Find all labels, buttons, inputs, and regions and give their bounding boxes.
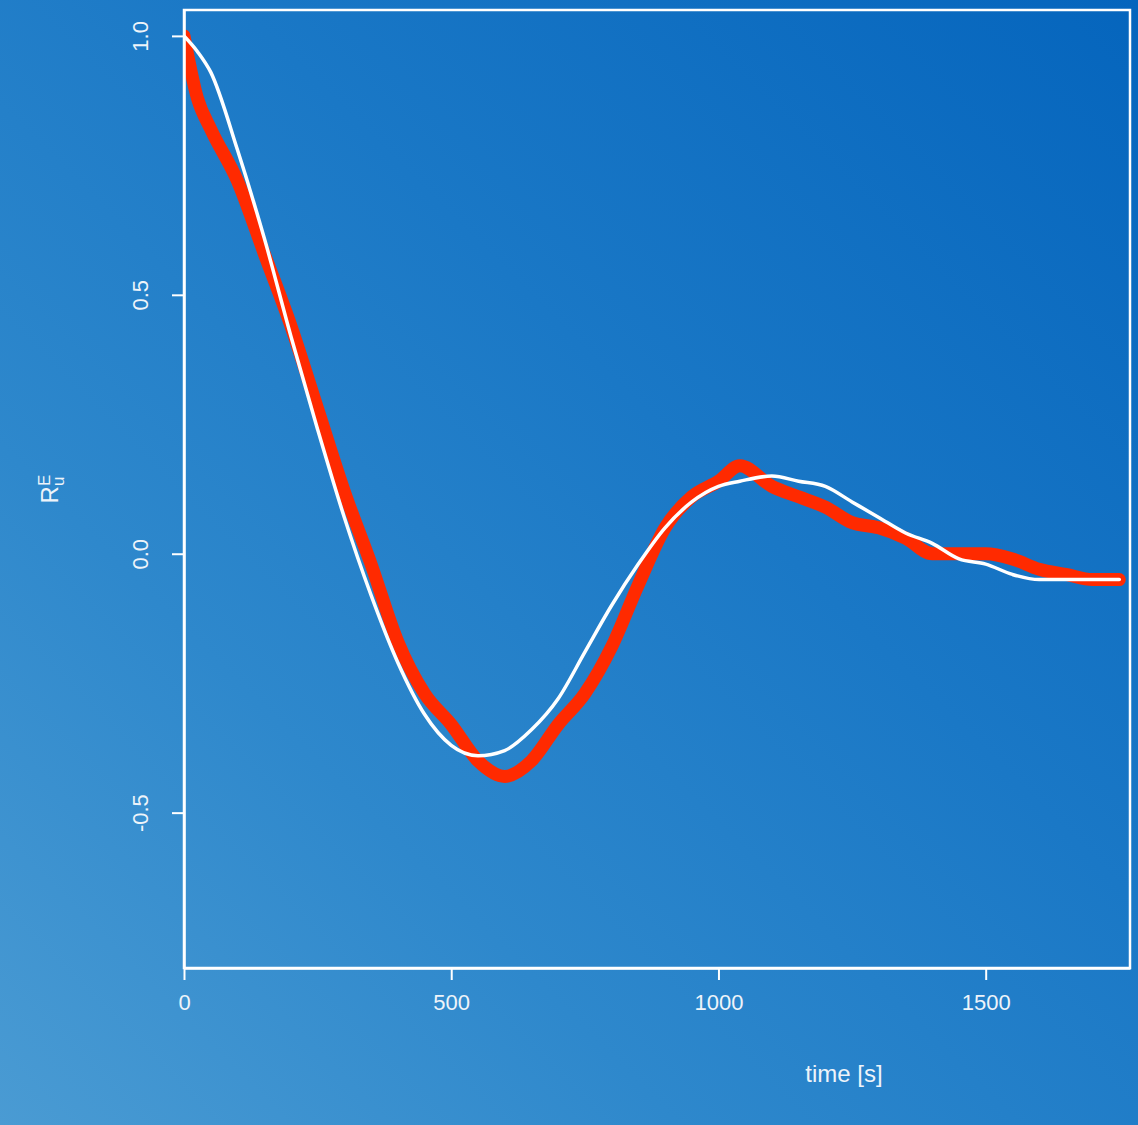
x-tick-label: 0 <box>178 990 190 1015</box>
y-tick: 0.0 <box>128 539 184 570</box>
x-tick: 1000 <box>694 968 743 1015</box>
y-tick-mark <box>172 35 184 37</box>
plot-frame <box>184 10 1130 968</box>
x-tick-label: 1500 <box>962 990 1011 1015</box>
series-line <box>184 36 1119 777</box>
x-tick-mark <box>184 968 186 980</box>
y-axis-title-sup: E <box>35 475 54 486</box>
y-tick: 1.0 <box>128 21 184 52</box>
x-tick-mark <box>985 968 987 980</box>
y-tick-label: 0.0 <box>128 539 153 570</box>
plot-area <box>184 36 1119 777</box>
y-tick-mark <box>172 553 184 555</box>
chart: 0 500 1000 1500 -0.5 0.0 0.5 1.0 time [s] RuE <box>0 0 1138 1125</box>
y-tick: -0.5 <box>128 794 184 832</box>
x-axis-line <box>185 967 1131 970</box>
y-tick-label: 0.5 <box>128 280 153 311</box>
x-axis-title: time [s] <box>805 1060 882 1087</box>
y-axis-line <box>183 11 186 969</box>
y-axis-title: RuE <box>35 475 68 504</box>
x-tick: 500 <box>433 968 470 1015</box>
y-tick-mark <box>172 294 184 296</box>
x-axis: 0 500 1000 1500 <box>178 968 1130 1015</box>
series-line <box>184 36 1119 756</box>
y-tick-mark <box>172 812 184 814</box>
x-tick-label: 1000 <box>694 990 743 1015</box>
y-tick-label: -0.5 <box>128 794 153 832</box>
x-tick-mark <box>451 968 453 980</box>
x-tick-mark <box>718 968 720 980</box>
x-tick: 1500 <box>962 968 1011 1015</box>
x-tick-label: 500 <box>433 990 470 1015</box>
y-axis-title-main: R <box>36 486 63 503</box>
x-tick: 0 <box>178 968 190 1015</box>
y-tick: 0.5 <box>128 280 184 311</box>
y-tick-label: 1.0 <box>128 21 153 52</box>
y-axis: -0.5 0.0 0.5 1.0 <box>128 11 185 969</box>
